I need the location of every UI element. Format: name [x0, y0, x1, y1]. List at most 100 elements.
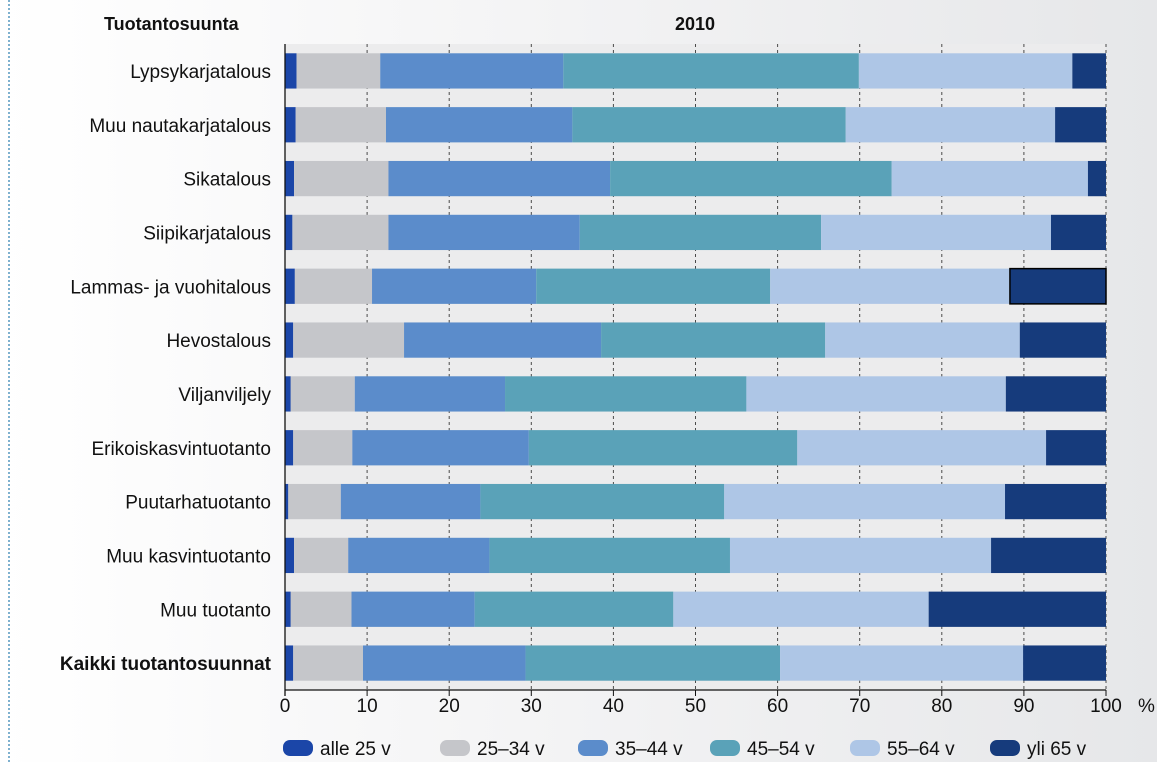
- bar-segment: [858, 53, 1073, 89]
- bar-segment: [351, 591, 475, 627]
- x-axis: 0 10 20 30 40 50 60 70 80 90 100: [280, 44, 1122, 717]
- bar-segment: [296, 53, 381, 89]
- category-label: Siipikarjatalous: [143, 223, 271, 244]
- bar-segment: [385, 107, 573, 143]
- category-label: Kaikki tuotantosuunnat: [60, 654, 272, 675]
- x-tick-label: 10: [357, 696, 378, 717]
- bar-segment: [746, 376, 1006, 412]
- bar-segment: [285, 645, 294, 681]
- bar-segment: [579, 214, 822, 251]
- legend-label: 25–34 v: [477, 739, 545, 760]
- bar-segment: [294, 268, 373, 304]
- legend-swatch: [283, 740, 313, 756]
- bar-segment: [285, 160, 295, 197]
- bar-segment: [1005, 483, 1106, 520]
- bar-segment: [285, 591, 291, 627]
- category-label: Erikoiskasvintuotanto: [91, 439, 271, 460]
- bar-segment: [295, 107, 386, 143]
- x-tick-label: 50: [685, 696, 706, 717]
- bar-segment: [285, 322, 294, 358]
- legend-swatch: [990, 740, 1020, 756]
- plot-background: [285, 44, 1106, 690]
- bar-segment: [372, 268, 537, 304]
- bar-segment: [489, 537, 730, 574]
- bar-segment: [285, 107, 296, 143]
- bar-segment: [352, 430, 529, 466]
- bar-segment: [797, 430, 1047, 466]
- x-tick-label: 100: [1090, 696, 1122, 717]
- bar-segment: [388, 214, 580, 251]
- bar-segment: [1009, 267, 1107, 305]
- bar-segment: [601, 322, 826, 358]
- x-tick-label: 70: [849, 696, 870, 717]
- bar-segment: [285, 53, 297, 89]
- bar-segment: [780, 645, 1024, 681]
- bar-segment: [380, 53, 564, 89]
- bar-segment: [293, 645, 363, 681]
- category-header: Tuotantosuunta: [104, 14, 240, 34]
- bar-segment: [891, 160, 1088, 197]
- legend-swatch: [710, 740, 740, 756]
- bar-segment: [285, 214, 293, 251]
- bar-segment: [290, 376, 355, 412]
- legend-swatch: [440, 740, 470, 756]
- category-label: Lammas- ja vuohitalous: [70, 277, 271, 298]
- bar-segment: [928, 591, 1106, 627]
- bar-segment: [525, 645, 781, 681]
- bar-segment: [293, 322, 405, 358]
- bar-segment: [528, 430, 798, 466]
- bar-segment: [1023, 645, 1106, 681]
- category-label: Viljanviljely: [178, 385, 271, 406]
- x-tick-label: 0: [280, 696, 291, 717]
- bar-segment: [821, 214, 1051, 251]
- category-label: Hevostalous: [166, 331, 271, 352]
- bar-segment: [1072, 53, 1106, 89]
- legend-swatch: [578, 740, 608, 756]
- bar-segment: [1046, 430, 1106, 466]
- bar-segment: [1087, 160, 1106, 197]
- legend-label: 45–54 v: [747, 739, 815, 760]
- bar-segment: [362, 645, 526, 681]
- bar-segment: [572, 107, 846, 143]
- x-tick-label: 60: [767, 696, 788, 717]
- bar-segment: [991, 537, 1106, 574]
- bar-segment: [724, 483, 1006, 520]
- x-tick-label: 40: [603, 696, 624, 717]
- bar-segment: [288, 483, 341, 520]
- bar-segment: [404, 322, 602, 358]
- category-label: Lypsykarjatalous: [130, 62, 271, 83]
- bar-segment: [536, 268, 771, 304]
- bar-segment: [285, 376, 291, 412]
- category-label: Muu kasvintuotanto: [106, 546, 271, 567]
- legend-swatch: [850, 740, 880, 756]
- bar-segment: [1055, 107, 1106, 143]
- bar-segment: [340, 483, 481, 520]
- bar-segment: [285, 483, 289, 520]
- bar-segment: [285, 268, 295, 304]
- bar-segment: [610, 160, 892, 197]
- bar-segment: [1005, 376, 1106, 412]
- bar-segment: [480, 483, 725, 520]
- legend-label: 55–64 v: [887, 739, 955, 760]
- bar-segment: [729, 537, 992, 574]
- bar-segment: [285, 430, 294, 466]
- page-left-border: [8, 0, 10, 762]
- bar-segment: [290, 591, 352, 627]
- bar-segment: [285, 537, 295, 574]
- x-axis-unit: %: [1138, 696, 1155, 717]
- category-label: Muu tuotanto: [160, 600, 271, 621]
- bar-segment: [845, 107, 1056, 143]
- category-labels: Lypsykarjatalous Muu nautakarjatalous Sika…: [60, 62, 272, 675]
- bar-segment: [825, 322, 1020, 358]
- bar-segment: [770, 268, 1010, 304]
- bar-segment: [388, 160, 611, 197]
- bar-segment: [293, 430, 353, 466]
- bar-segment: [505, 376, 747, 412]
- category-label: Puutarhatuotanto: [125, 493, 271, 514]
- bar-segment: [294, 537, 349, 574]
- bar-segment: [563, 53, 859, 89]
- bar-segment: [294, 160, 389, 197]
- legend: alle 25 v 25–34 v 35–44 v 45–54 v 55–64 v yli…: [283, 739, 1087, 760]
- x-tick-label: 30: [521, 696, 542, 717]
